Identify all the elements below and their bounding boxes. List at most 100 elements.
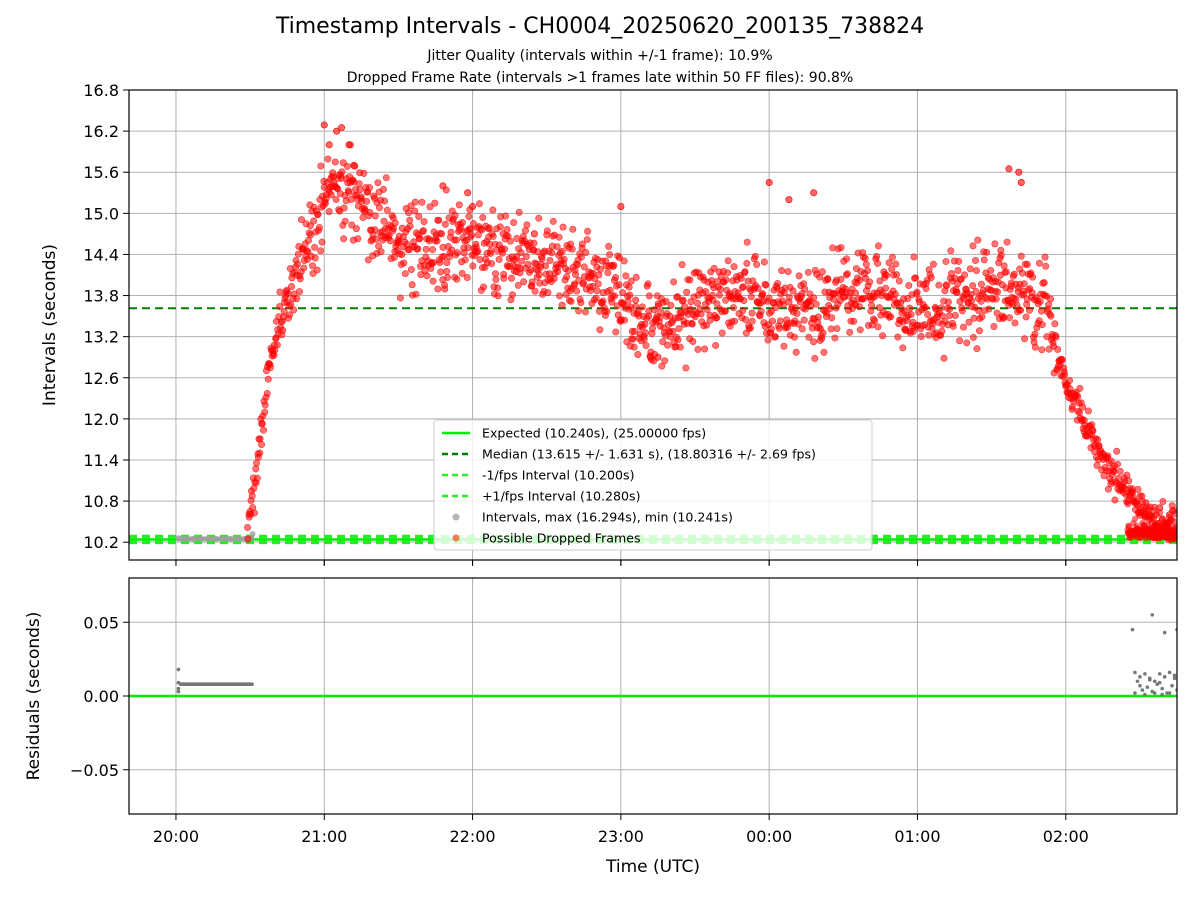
dropped-frame-point — [812, 300, 820, 308]
dropped-frame-point — [364, 256, 372, 264]
dropped-frame-point — [743, 238, 751, 246]
dropped-frame-point — [1114, 460, 1122, 468]
dropped-frame-point — [910, 253, 918, 261]
dropped-frame-point — [324, 155, 332, 163]
dropped-frame-point — [946, 305, 954, 313]
dropped-frame-point — [558, 301, 566, 309]
dropped-frame-point — [325, 208, 333, 216]
dropped-frame-point — [751, 252, 759, 260]
top-panel: 10.2 10.8 11.4 12.0 12.6 13.2 13.8 14.4 15.0 15.6… — [40, 81, 1178, 566]
dropped-frame-point — [780, 342, 788, 350]
dropped-frame-point — [621, 316, 629, 324]
dropped-frame-point — [794, 320, 802, 328]
dropped-frame-point — [612, 328, 620, 336]
dropped-frame-point — [553, 243, 561, 251]
top-y-tick-label: 16.8 — [83, 81, 119, 100]
dropped-frame-point — [657, 308, 665, 316]
dropped-frame-point — [503, 225, 511, 233]
dropped-frame-point — [993, 288, 1001, 296]
dropped-frame-point — [674, 293, 682, 301]
dropped-frame-point — [748, 317, 756, 325]
dropped-frame-point — [1116, 467, 1124, 475]
dropped-frame-point — [831, 334, 839, 342]
dropped-frame-point — [294, 250, 302, 258]
dropped-frame-point — [669, 327, 677, 335]
dropped-frame-point — [474, 247, 482, 255]
dropped-frame-point — [575, 307, 583, 315]
residual-point — [1143, 692, 1147, 697]
dropped-frame-point — [1089, 427, 1097, 435]
dropped-frame-point — [1003, 238, 1011, 246]
residual-point — [1157, 672, 1162, 676]
residual-point — [1170, 683, 1174, 688]
dropped-frame-point — [544, 289, 552, 297]
dropped-frame-point — [411, 207, 419, 215]
residual-point — [176, 667, 181, 672]
dropped-frame-point — [629, 335, 637, 343]
dropped-frame-point — [577, 299, 585, 307]
dropped-frame-point — [987, 266, 995, 274]
dropped-frame-point — [1173, 523, 1177, 530]
dropped-frame-point — [1173, 528, 1177, 536]
residual-point — [1167, 691, 1172, 695]
dropped-frame-point — [1107, 457, 1115, 465]
dropped-frame-point — [438, 230, 446, 238]
dropped-frame-point — [864, 267, 872, 275]
top-y-tick-label: 11.4 — [83, 451, 119, 470]
dropped-frame-point — [605, 242, 613, 250]
dropped-frame-point — [990, 323, 998, 331]
top-axes-frame — [128, 89, 1178, 561]
dropped-frame-point — [1000, 262, 1008, 270]
dropped-frame-point — [276, 288, 284, 296]
dropped-frame-point — [398, 251, 406, 259]
dropped-frame-point — [625, 283, 633, 291]
dropped-frame-point — [560, 255, 568, 263]
dropped-frame-point — [688, 320, 696, 328]
dropped-frame-point — [1162, 520, 1170, 527]
dropped-frame-point — [940, 354, 948, 362]
dropped-frame-point — [412, 290, 420, 298]
dropped-frame-point — [829, 244, 837, 252]
dropped-frame-point — [977, 280, 985, 288]
residual-point — [176, 689, 181, 694]
dropped-frame-point — [632, 296, 640, 304]
dropped-frame-point — [253, 459, 261, 467]
dropped-frame-point — [739, 283, 747, 291]
dropped-frame-point — [843, 270, 851, 278]
dropped-frame-point — [758, 290, 766, 298]
dropped-frame-point — [620, 257, 628, 265]
dropped-frame-point — [365, 184, 373, 192]
dropped-frame-point — [1017, 178, 1025, 186]
dropped-frame-point — [261, 401, 269, 409]
dropped-frame-point — [548, 249, 556, 257]
dropped-frame-point — [661, 357, 669, 365]
dropped-frame-point — [439, 182, 447, 190]
dropped-frame-point — [873, 253, 881, 261]
dropped-frame-point — [372, 235, 380, 243]
dropped-frame-point — [938, 327, 946, 335]
dropped-frame-point — [286, 311, 294, 319]
dropped-frame-point — [716, 285, 724, 293]
dropped-frame-point — [610, 261, 618, 269]
dropped-frame-point — [325, 141, 333, 149]
dropped-frame-point — [327, 191, 335, 199]
dropped-frame-point — [489, 206, 497, 214]
chart-subtitle-dropped: Dropped Frame Rate (intervals >1 frames … — [346, 70, 854, 86]
dropped-frame-point — [418, 198, 426, 206]
dropped-frame-point — [882, 284, 890, 292]
dropped-frame-point — [642, 342, 650, 350]
residual-point — [1157, 680, 1162, 685]
dropped-frame-point — [676, 343, 684, 351]
dropped-frame-point — [615, 254, 623, 262]
dropped-frame-point — [824, 276, 832, 284]
dropped-frame-point — [604, 269, 612, 277]
top-y-axis-label: Intervals (seconds) — [40, 244, 60, 406]
dropped-frame-point — [1076, 384, 1084, 392]
dropped-frame-point — [846, 328, 854, 336]
dropped-frame-point — [686, 276, 694, 284]
residual-point — [1172, 676, 1177, 681]
dropped-frame-point — [795, 272, 803, 280]
dropped-frame-point — [391, 219, 399, 227]
dropped-frame-point — [572, 271, 580, 279]
dropped-frame-point — [619, 289, 627, 297]
